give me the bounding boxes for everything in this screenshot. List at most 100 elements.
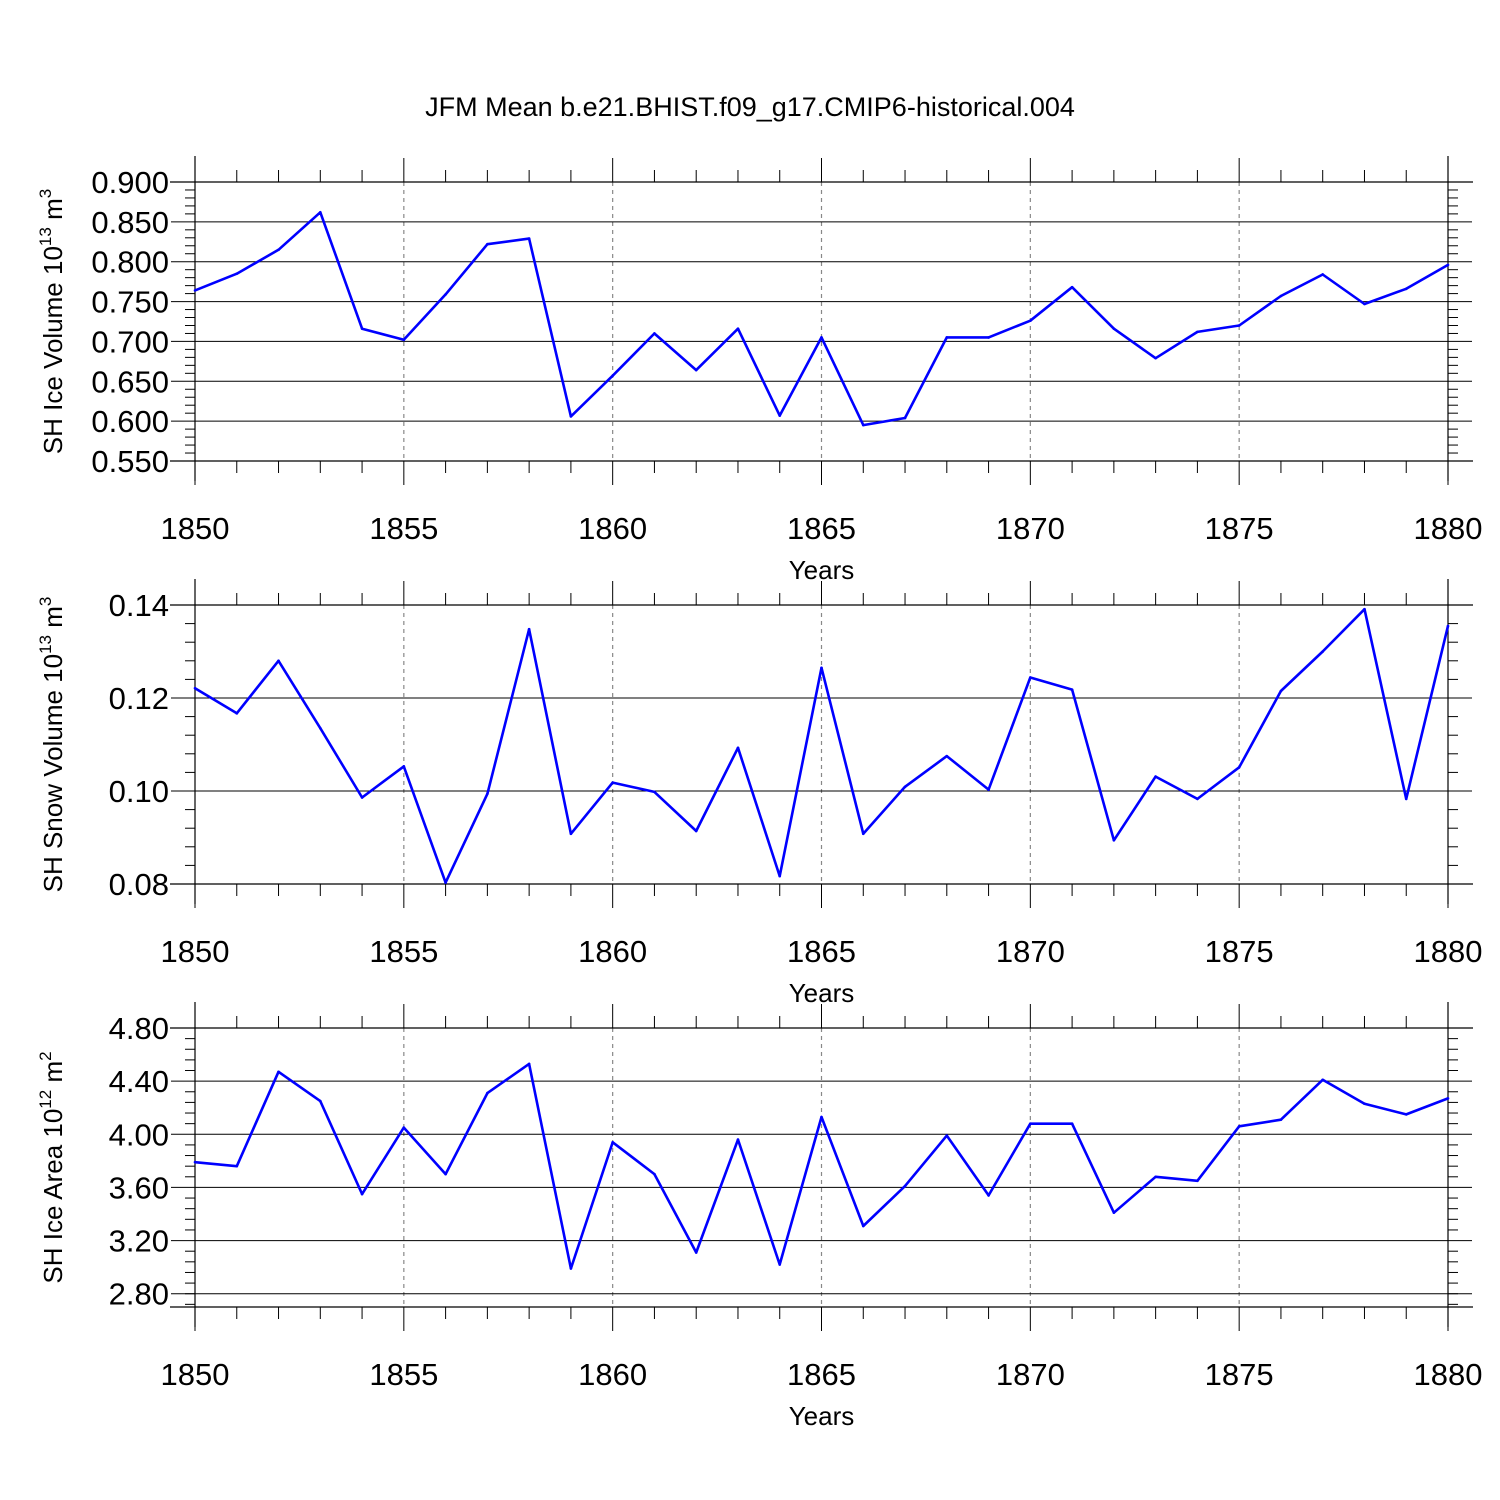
data-point bbox=[987, 336, 990, 339]
y-tick-label: 3.60 bbox=[109, 1170, 169, 1205]
data-point bbox=[569, 832, 573, 836]
data-point bbox=[1237, 1125, 1241, 1128]
data-point bbox=[319, 726, 322, 730]
data-point bbox=[1029, 676, 1032, 679]
data-point bbox=[1404, 287, 1408, 291]
data-point bbox=[1321, 650, 1324, 653]
y-tick-label: 0.10 bbox=[109, 774, 169, 809]
data-point bbox=[611, 1140, 614, 1144]
y-tick-label: 0.700 bbox=[91, 324, 169, 359]
y-tick-label: 0.800 bbox=[91, 245, 169, 280]
data-point bbox=[611, 374, 614, 378]
data-point bbox=[1196, 797, 1199, 801]
y-tick-label: 4.00 bbox=[109, 1117, 169, 1152]
x-tick-label: 1870 bbox=[996, 934, 1065, 969]
data-point bbox=[486, 242, 489, 246]
data-point bbox=[486, 1091, 489, 1095]
x-tick-label: 1880 bbox=[1414, 511, 1483, 546]
data-point bbox=[1363, 1102, 1366, 1106]
data-point bbox=[903, 785, 907, 789]
data-point bbox=[736, 746, 740, 750]
x-tick-label: 1855 bbox=[369, 934, 438, 969]
panel-ice-volume: 0.550 0.600 0.650 0.700 0.750 0.800 0.850 0.900… bbox=[36, 156, 1482, 585]
data-point bbox=[1279, 689, 1283, 693]
series-line bbox=[194, 607, 1450, 884]
x-tick-label: 1855 bbox=[369, 511, 438, 546]
y-axis-label: SH Ice Area 1012 m2 bbox=[36, 1051, 68, 1283]
data-point bbox=[1112, 838, 1116, 842]
data-point bbox=[1070, 688, 1074, 691]
data-point bbox=[694, 1251, 698, 1254]
data-point bbox=[235, 1164, 239, 1168]
data-point bbox=[736, 1138, 740, 1141]
data-point bbox=[987, 788, 990, 791]
data-point bbox=[1321, 1078, 1324, 1082]
data-point bbox=[1237, 765, 1241, 769]
data-point bbox=[861, 1224, 865, 1228]
y-tick-label: 0.12 bbox=[109, 681, 169, 716]
x-tick-label: 1880 bbox=[1414, 1357, 1483, 1392]
data-point bbox=[569, 1267, 573, 1270]
data-point bbox=[319, 1099, 322, 1103]
x-tick-label: 1865 bbox=[787, 934, 856, 969]
data-point bbox=[402, 1126, 406, 1129]
data-point bbox=[235, 712, 239, 715]
data-point bbox=[527, 627, 531, 631]
data-point bbox=[736, 327, 740, 330]
data-point bbox=[653, 332, 656, 335]
data-point bbox=[1237, 324, 1241, 327]
data-point bbox=[1070, 1122, 1074, 1125]
figure-title: JFM Mean b.e21.BHIST.f09_g17.CMIP6-histo… bbox=[425, 92, 1075, 122]
y-tick-label: 0.14 bbox=[109, 588, 169, 623]
data-point bbox=[444, 881, 447, 884]
x-tick-label: 1850 bbox=[161, 511, 230, 546]
data-point bbox=[820, 666, 823, 670]
data-point bbox=[1363, 607, 1366, 611]
y-axis-label: SH Ice Volume 1013 m3 bbox=[36, 189, 68, 454]
x-tick-label: 1880 bbox=[1414, 934, 1483, 969]
data-point bbox=[277, 1070, 280, 1074]
y-tick-label: 0.750 bbox=[91, 285, 169, 320]
data-point bbox=[193, 289, 197, 292]
data-point bbox=[402, 338, 406, 342]
panel-snow-volume: 0.08 0.10 0.12 0.14 1850 1855 1860 1865 1870 1875… bbox=[36, 579, 1482, 1008]
data-point bbox=[1446, 1097, 1450, 1100]
data-point bbox=[861, 423, 865, 427]
x-tick-label: 1875 bbox=[1205, 511, 1274, 546]
x-tick-label: 1860 bbox=[578, 511, 647, 546]
data-point bbox=[277, 248, 280, 252]
y-tick-label: 4.80 bbox=[109, 1011, 169, 1046]
data-point bbox=[1279, 1118, 1283, 1121]
data-point bbox=[402, 765, 406, 768]
data-point bbox=[486, 792, 489, 796]
data-point bbox=[653, 790, 656, 794]
x-tick-label: 1865 bbox=[787, 511, 856, 546]
data-point bbox=[277, 659, 280, 663]
data-point bbox=[444, 1172, 447, 1176]
data-point bbox=[694, 368, 698, 372]
data-point bbox=[1404, 797, 1408, 801]
y-tick-label: 0.600 bbox=[91, 404, 169, 439]
data-point bbox=[569, 415, 573, 418]
data-point bbox=[1279, 294, 1283, 298]
data-point bbox=[360, 1192, 364, 1196]
data-point bbox=[360, 796, 364, 799]
x-tick-label: 1875 bbox=[1205, 934, 1274, 969]
data-point bbox=[235, 272, 239, 275]
x-tick-label: 1850 bbox=[161, 1357, 230, 1392]
data-point bbox=[653, 1172, 656, 1176]
data-point bbox=[527, 237, 531, 240]
data-point bbox=[945, 754, 949, 758]
data-point bbox=[1154, 1175, 1157, 1179]
data-point bbox=[1321, 273, 1324, 276]
data-point bbox=[778, 874, 782, 878]
data-point bbox=[820, 336, 823, 339]
data-point bbox=[861, 832, 865, 836]
data-point bbox=[987, 1194, 990, 1197]
data-point bbox=[903, 416, 907, 420]
x-tick-label: 1850 bbox=[161, 934, 230, 969]
data-point bbox=[778, 414, 782, 417]
data-point bbox=[820, 1115, 823, 1119]
